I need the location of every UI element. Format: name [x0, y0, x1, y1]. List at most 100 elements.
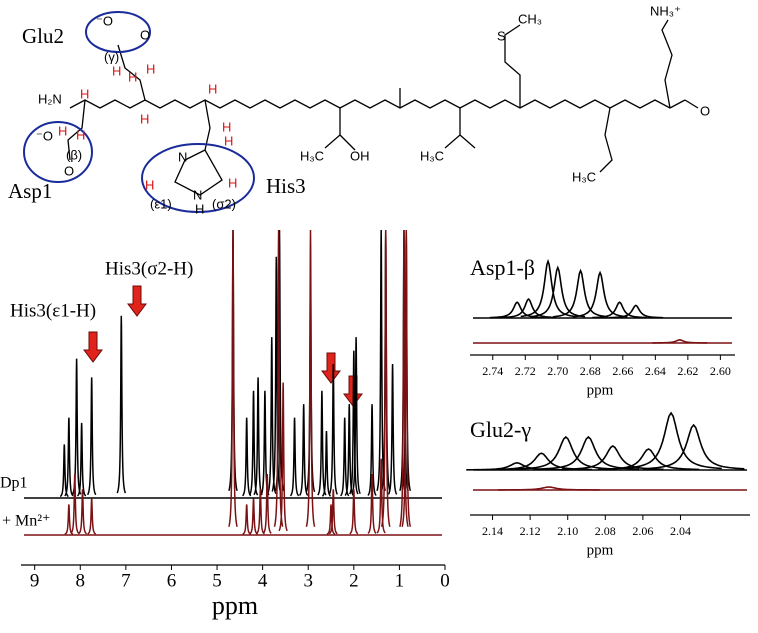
x-tick-label: 2.70 — [547, 364, 568, 378]
plot-area — [24, 229, 442, 536]
atom-label: H₃C — [420, 148, 444, 163]
val-branch — [459, 134, 476, 149]
atom-label: H₃C — [300, 148, 324, 163]
arrow — [127, 285, 147, 317]
x-tick-label: 9 — [30, 570, 40, 591]
x-axis-label: ppm — [212, 591, 258, 620]
peak — [78, 489, 88, 535]
red-h: H — [145, 177, 154, 192]
peak — [328, 363, 339, 495]
red-h: H — [58, 123, 67, 138]
red-h: H — [128, 69, 137, 84]
red-h: H — [222, 119, 231, 134]
met-side-chain — [504, 24, 521, 108]
atom-label: OH — [350, 148, 370, 163]
peak — [289, 417, 300, 497]
peak — [64, 417, 74, 497]
atom-label: (β) — [66, 147, 82, 162]
thr-side-chain — [324, 108, 341, 149]
atom-label: CH₃ — [518, 11, 542, 26]
peak — [249, 498, 258, 535]
peak — [597, 448, 700, 471]
abu-side-chain — [599, 107, 613, 173]
x-tick-label: 2.66 — [612, 364, 633, 378]
peak — [520, 258, 576, 318]
his-side-chain — [204, 99, 211, 151]
x-tick-label: 2 — [349, 570, 359, 591]
x-tick-label: 4 — [258, 570, 268, 591]
peak — [498, 486, 600, 491]
chart-title: Glu2-γ — [470, 417, 531, 442]
structure — [23, 11, 699, 213]
x-tick-label: 2.06 — [632, 524, 653, 538]
peak — [572, 270, 628, 318]
x-tick-label: 2.64 — [645, 364, 666, 378]
arrow — [83, 331, 103, 363]
atom-label: H₃C — [572, 169, 596, 184]
peak — [367, 473, 377, 534]
peak — [242, 417, 252, 497]
x-tick-label: 1 — [395, 570, 405, 591]
plot-area — [466, 411, 747, 491]
chart-title: Asp1-β — [470, 255, 535, 280]
x-tick-label: 8 — [76, 570, 86, 591]
peak — [349, 350, 359, 495]
imidazole — [174, 149, 223, 196]
x-axis-label: ppm — [587, 382, 614, 398]
arrow — [321, 352, 341, 384]
residue-label: Asp1 — [8, 179, 52, 203]
aldehyde — [684, 99, 699, 109]
x-tick-label: 0 — [440, 570, 450, 591]
red-h: H — [140, 111, 149, 126]
peak — [328, 489, 338, 535]
structure-labels: Glu2 Asp1 His3 (γ) (β) (ε1) (σ2) H₂N OH … — [8, 3, 710, 216]
peak — [266, 337, 277, 494]
atom-label: (ε1) — [150, 196, 172, 211]
peak — [228, 229, 238, 527]
red-h: H — [112, 63, 121, 78]
peak — [652, 339, 708, 344]
atom-label: H — [195, 201, 204, 216]
red-h: H — [208, 81, 217, 96]
atom-label: N — [178, 149, 187, 164]
atom-label: (γ) — [104, 49, 119, 64]
peak — [387, 363, 398, 495]
atom-label: NH₃⁺ — [650, 3, 681, 18]
peak — [76, 422, 87, 497]
peak — [349, 489, 359, 535]
peak — [367, 404, 377, 496]
peak — [340, 417, 350, 497]
asp-circle — [23, 121, 93, 183]
annotation: His3(ε1-H) — [10, 300, 96, 321]
x-tick-label: 2.60 — [710, 364, 731, 378]
peak — [489, 301, 545, 319]
x-tick-label: 2.62 — [677, 364, 698, 378]
x-tick-label: 2.14 — [482, 524, 503, 538]
peak — [64, 504, 74, 535]
red-h: H — [76, 127, 85, 142]
peak — [326, 504, 336, 535]
charts: 9 8 7 6 5 4 3 2 1 0 ppm Dp1 + Mn²⁺ 2.74 2.72 2.70 2.68 2.… — [0, 229, 750, 620]
x-tick-label: 2.04 — [670, 524, 691, 538]
peak — [242, 504, 252, 535]
arrows — [83, 285, 363, 407]
x-tick-label: 7 — [121, 570, 131, 591]
legend-label: Dp1 — [0, 475, 28, 492]
residue-label: His3 — [266, 174, 306, 198]
x-tick-label: 2.12 — [520, 524, 541, 538]
peak — [305, 229, 316, 527]
peak — [298, 404, 309, 496]
atom-label: ⁻O — [36, 128, 53, 143]
legend-label: + Mn²⁺ — [2, 513, 51, 530]
peak — [87, 498, 97, 535]
annotation: His3(σ2-H) — [105, 258, 193, 279]
atom-label: O — [64, 163, 74, 178]
peak — [399, 229, 409, 527]
red-h: H — [146, 61, 155, 76]
peak — [515, 435, 617, 470]
atom-label: (σ2) — [212, 196, 236, 211]
peak — [553, 268, 608, 318]
x-tick-label: 5 — [212, 570, 222, 591]
peak — [401, 229, 412, 527]
